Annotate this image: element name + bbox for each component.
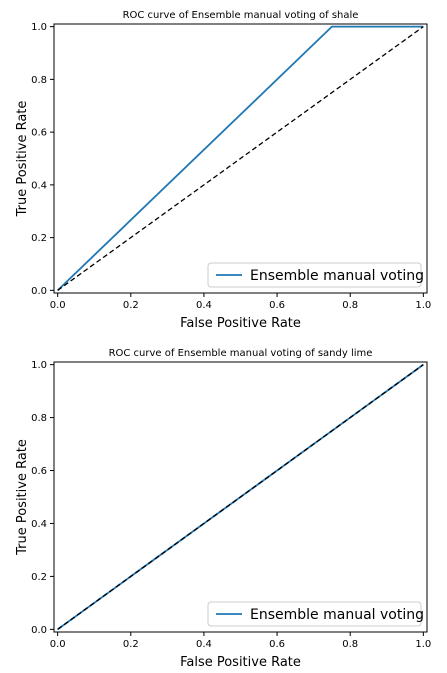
legend-box	[207, 601, 422, 627]
x-tick-label: 1.0	[415, 639, 431, 650]
y-tick-label: 0.0	[31, 625, 47, 636]
y-tick-label: 0.6	[31, 466, 47, 477]
y-tick-label: 1.0	[31, 22, 47, 33]
y-tick-label: 0.8	[31, 413, 47, 424]
y-tick-label: 1.0	[31, 360, 47, 371]
x-tick-label: 0.4	[196, 639, 212, 650]
y-tick-label: 0.2	[31, 572, 47, 583]
chart-title: ROC curve of Ensemble manual voting of s…	[109, 348, 373, 359]
x-tick-label: 0.0	[50, 300, 66, 311]
legend-label: Ensemble manual voting	[250, 607, 424, 623]
x-tick-label: 1.0	[415, 300, 431, 311]
y-axis-label: True Positive Rate	[15, 439, 30, 556]
chart-2: ROC curve of Ensemble manual voting of s…	[15, 348, 431, 670]
x-tick-label: 0.2	[123, 300, 139, 311]
legend: Ensemble manual voting	[207, 262, 424, 288]
x-tick-label: 0.6	[269, 639, 285, 650]
chart-1: ROC curve of Ensemble manual voting of s…	[15, 10, 431, 331]
y-tick-label: 0.4	[31, 180, 47, 191]
roc-curve-line	[57, 25, 424, 292]
plot-frame	[53, 23, 428, 294]
y-tick-label: 0.4	[31, 519, 47, 530]
y-tick-label: 0.8	[31, 75, 47, 86]
legend-box	[207, 262, 422, 288]
x-tick-label: 0.4	[196, 300, 212, 311]
y-tick-label: 0.0	[31, 286, 47, 297]
x-axis-label: False Positive Rate	[180, 316, 301, 331]
x-axis-label: False Positive Rate	[180, 655, 301, 670]
legend-label: Ensemble manual voting	[250, 268, 424, 284]
x-tick-label: 0.8	[342, 639, 358, 650]
chance-diagonal-line	[57, 364, 424, 630]
chart-title: ROC curve of Ensemble manual voting of s…	[123, 10, 359, 21]
x-tick-label: 0.2	[123, 639, 139, 650]
x-tick-label: 0.8	[342, 300, 358, 311]
chance-diagonal-line	[57, 26, 424, 291]
y-tick-label: 0.2	[31, 233, 47, 244]
x-tick-label: 0.0	[50, 639, 66, 650]
y-tick-label: 0.6	[31, 128, 47, 139]
legend: Ensemble manual voting	[207, 601, 424, 627]
plot-frame	[53, 361, 428, 633]
x-tick-label: 0.6	[269, 300, 285, 311]
y-axis-label: True Positive Rate	[15, 101, 30, 218]
